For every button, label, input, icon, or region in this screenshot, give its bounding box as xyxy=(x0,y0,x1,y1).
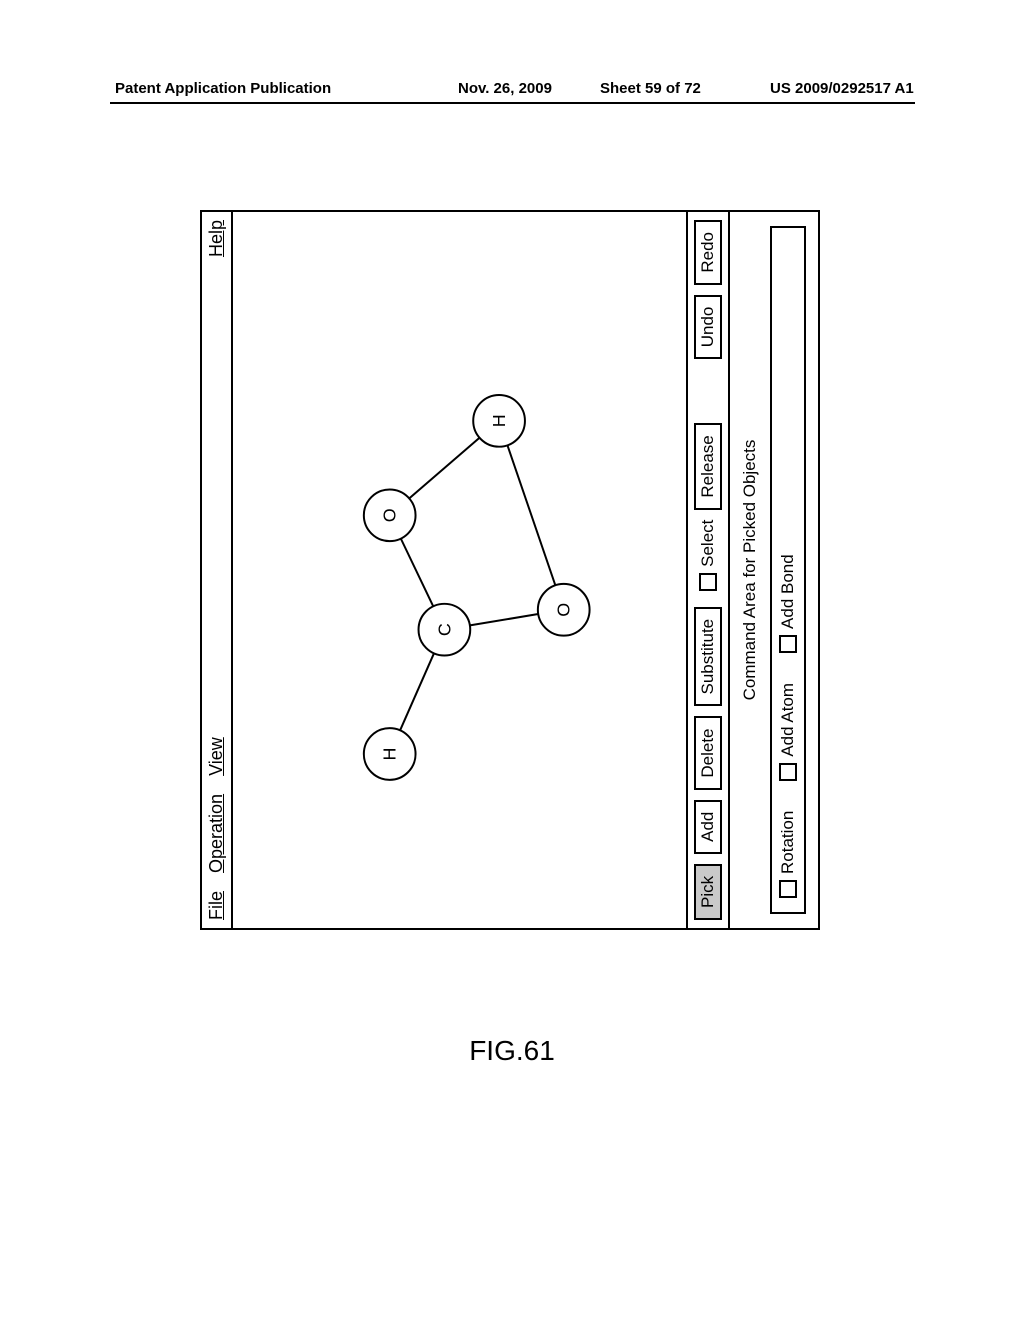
picked-objects-panel: Command Area for Picked Objects Rotation… xyxy=(728,212,818,928)
bond[interactable] xyxy=(400,653,434,730)
select-checkbox-group[interactable]: Select xyxy=(698,520,718,591)
atom-label: H xyxy=(380,748,400,761)
rotation-checkbox[interactable] xyxy=(779,880,797,898)
select-checkbox[interactable] xyxy=(699,573,717,591)
publication-label: Patent Application Publication xyxy=(115,80,331,97)
undo-button[interactable]: Undo xyxy=(694,295,722,360)
redo-button[interactable]: Redo xyxy=(694,220,722,285)
menubar-spacer xyxy=(206,275,227,719)
release-button[interactable]: Release xyxy=(694,423,722,509)
add-atom-label: Add Atom xyxy=(778,683,798,757)
menu-operation[interactable]: Operation xyxy=(206,794,227,873)
bond[interactable] xyxy=(401,539,433,607)
atom-label: H xyxy=(489,414,509,427)
add-button[interactable]: Add xyxy=(694,800,722,854)
menu-file[interactable]: File xyxy=(206,891,227,920)
pick-button[interactable]: Pick xyxy=(694,864,722,920)
figure-label: FIG.61 xyxy=(0,1035,1024,1067)
menu-view[interactable]: View xyxy=(206,737,227,776)
sheet-number: Sheet 59 of 72 xyxy=(600,80,701,97)
picked-panel-title: Command Area for Picked Objects xyxy=(736,220,770,920)
delete-button[interactable]: Delete xyxy=(694,716,722,789)
bond[interactable] xyxy=(470,614,538,625)
substitute-button[interactable]: Substitute xyxy=(694,607,722,707)
header-rule xyxy=(110,102,915,104)
add-atom-checkbox-group[interactable]: Add Atom xyxy=(778,683,798,781)
add-bond-checkbox-group[interactable]: Add Bond xyxy=(778,554,798,653)
menu-help[interactable]: Help xyxy=(206,220,227,257)
publication-date: Nov. 26, 2009 xyxy=(458,80,552,97)
menubar: File Operation View Help xyxy=(202,212,233,928)
rotation-label: Rotation xyxy=(778,811,798,874)
rotation-checkbox-group[interactable]: Rotation xyxy=(778,811,798,898)
molecule-canvas[interactable]: H C O O H xyxy=(233,212,688,928)
bond[interactable] xyxy=(409,438,479,499)
molecule-svg: H C O O H xyxy=(233,212,686,928)
add-bond-checkbox[interactable] xyxy=(779,635,797,653)
atom-label: O xyxy=(554,603,574,617)
bond[interactable] xyxy=(507,445,555,585)
atom-label: O xyxy=(380,508,400,522)
app-window: File Operation View Help H C O O H Pick Add … xyxy=(200,210,820,930)
select-label: Select xyxy=(698,520,718,567)
atom-label: C xyxy=(434,623,454,636)
add-bond-label: Add Bond xyxy=(778,554,798,629)
publication-number: US 2009/0292517 A1 xyxy=(770,80,914,97)
mode-row: Rotation Add Atom Add Bond xyxy=(770,226,806,914)
add-atom-checkbox[interactable] xyxy=(779,763,797,781)
action-toolbar: Pick Add Delete Substitute Select Releas… xyxy=(688,212,728,928)
figure-rotated-wrap: File Operation View Help H C O O H Pick Add … xyxy=(200,210,820,930)
